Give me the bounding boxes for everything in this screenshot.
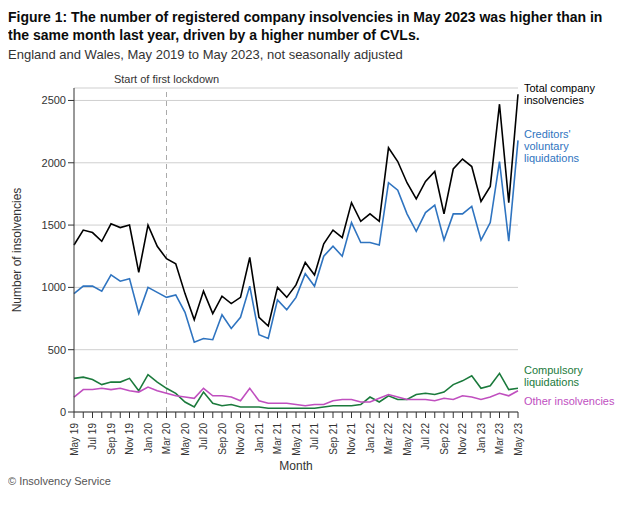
svg-text:500: 500 [48, 344, 66, 356]
svg-text:0: 0 [60, 406, 66, 418]
svg-text:Jan 23: Jan 23 [476, 423, 487, 453]
html-text:© Insolvency Service: © Insolvency Service [8, 475, 111, 487]
svg-text:Jan 20: Jan 20 [143, 423, 154, 453]
svg-text:May 19: May 19 [69, 423, 80, 456]
svg-text:Mar 21: Mar 21 [272, 423, 283, 455]
svg-text:2500: 2500 [42, 94, 66, 106]
svg-text:Jul 19: Jul 19 [87, 423, 98, 450]
svg-text:Nov 20: Nov 20 [235, 423, 246, 455]
html-text:Figure 1: The number of regist: Figure 1: The number of registered compa… [8, 9, 603, 43]
svg-text:Creditors'voluntaryliquidation: Creditors'voluntaryliquidations [524, 128, 580, 164]
svg-text:Nov 19: Nov 19 [124, 423, 135, 455]
svg-text:Mar 22: Mar 22 [383, 423, 394, 455]
svg-text:Mar 20: Mar 20 [161, 423, 172, 455]
svg-text:May 22: May 22 [402, 423, 413, 456]
svg-text:Sep 22: Sep 22 [439, 423, 450, 455]
svg-text:Nov 22: Nov 22 [457, 423, 468, 455]
svg-text:Nov 21: Nov 21 [346, 423, 357, 455]
svg-text:Jul 22: Jul 22 [420, 423, 431, 450]
svg-text:2000: 2000 [42, 157, 66, 169]
svg-text:Sep 19: Sep 19 [106, 423, 117, 455]
svg-text:Start of first lockdown: Start of first lockdown [114, 73, 219, 85]
html-text:England and Wales, May 2019 to: England and Wales, May 2019 to May 2023,… [8, 47, 403, 62]
svg-text:1500: 1500 [42, 219, 66, 231]
svg-text:1000: 1000 [42, 281, 66, 293]
svg-text:Total companyinsolvencies: Total companyinsolvencies [524, 82, 595, 106]
svg-text:May 21: May 21 [291, 423, 302, 456]
svg-text:May 23: May 23 [513, 423, 524, 456]
svg-text:Sep 20: Sep 20 [217, 423, 228, 455]
svg-text:Month: Month [279, 459, 312, 473]
svg-text:Jan 22: Jan 22 [365, 423, 376, 453]
svg-text:Jul 20: Jul 20 [198, 423, 209, 450]
svg-text:Jul 21: Jul 21 [309, 423, 320, 450]
svg-text:May 20: May 20 [180, 423, 191, 456]
svg-text:Number of insolvencies: Number of insolvencies [10, 188, 24, 313]
svg-text:Sep 21: Sep 21 [328, 423, 339, 455]
svg-text:Compulsoryliquidations: Compulsoryliquidations [524, 364, 583, 388]
svg-text:Mar 23: Mar 23 [494, 423, 505, 455]
svg-text:Jan 21: Jan 21 [254, 423, 265, 453]
svg-text:Other insolvencies: Other insolvencies [524, 395, 615, 407]
